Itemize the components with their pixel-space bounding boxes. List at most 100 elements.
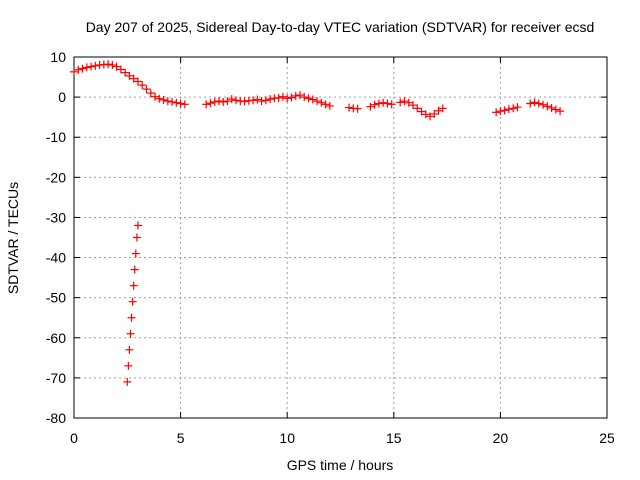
data-point — [274, 93, 283, 102]
data-point — [539, 100, 548, 109]
data-point — [317, 98, 326, 107]
data-point — [155, 94, 164, 103]
data-point — [78, 64, 87, 73]
data-point — [438, 104, 447, 113]
data-point — [124, 361, 133, 370]
data-point — [261, 96, 270, 105]
data-point — [142, 85, 151, 94]
data-point — [345, 103, 354, 112]
data-point — [421, 110, 430, 119]
x-axis-label: GPS time / hours — [287, 457, 394, 473]
data-point — [400, 97, 409, 106]
data-point — [70, 67, 78, 76]
data-point — [434, 106, 443, 115]
data-point — [138, 81, 147, 90]
data-point — [504, 105, 513, 114]
data-point — [325, 101, 334, 110]
data-point — [172, 98, 181, 107]
data-point — [383, 99, 392, 108]
data-point — [129, 74, 138, 83]
x-tick-label: 25 — [599, 430, 615, 446]
x-tick-label: 5 — [177, 430, 185, 446]
data-point — [104, 60, 113, 69]
data-point — [370, 100, 379, 109]
data-point — [125, 345, 134, 354]
data-point — [82, 63, 91, 72]
data-point — [526, 99, 535, 108]
data-point — [295, 91, 304, 100]
data-point — [206, 99, 215, 108]
data-point — [492, 108, 501, 117]
x-tick-label: 10 — [279, 430, 295, 446]
data-point — [353, 104, 362, 113]
data-point — [253, 95, 262, 104]
y-tick-label: 0 — [58, 89, 66, 105]
data-point — [108, 61, 117, 70]
data-point — [513, 103, 522, 112]
data-point — [404, 98, 413, 107]
data-point — [387, 100, 396, 109]
data-point — [131, 249, 140, 258]
data-point — [547, 103, 556, 112]
data-point — [278, 92, 287, 101]
data-point — [426, 112, 435, 121]
data-point — [283, 94, 292, 103]
data-point — [396, 98, 405, 107]
data-point — [500, 106, 509, 115]
data-point — [379, 98, 388, 107]
data-point — [121, 68, 130, 77]
data-point — [87, 62, 96, 71]
data-point — [257, 97, 266, 106]
data-point — [304, 94, 313, 103]
data-point — [551, 105, 560, 114]
data-points — [70, 60, 565, 386]
data-point — [509, 104, 518, 113]
data-point — [130, 265, 139, 274]
data-point — [128, 297, 137, 306]
data-point — [219, 97, 228, 106]
data-point — [133, 221, 142, 230]
data-point — [168, 97, 177, 106]
data-point — [366, 102, 375, 111]
chart-title: Day 207 of 2025, Sidereal Day-to-day VTE… — [86, 19, 595, 35]
y-tick-label: -60 — [46, 330, 66, 346]
data-point — [430, 109, 439, 118]
y-tick-label: -80 — [46, 410, 66, 426]
data-point — [240, 97, 249, 106]
y-tick-label: -10 — [46, 129, 66, 145]
data-point — [249, 96, 258, 105]
data-point — [530, 98, 539, 107]
data-point — [116, 65, 125, 74]
y-axis-label: SDTVAR / TECUs — [5, 182, 21, 294]
data-point — [556, 107, 565, 116]
data-point — [146, 89, 155, 98]
data-point — [112, 62, 121, 71]
data-point — [210, 97, 219, 106]
data-point — [227, 95, 236, 104]
data-point — [313, 97, 322, 106]
data-point — [374, 99, 383, 108]
y-tick-label: -20 — [46, 169, 66, 185]
data-point — [232, 96, 241, 105]
data-point — [133, 77, 142, 86]
data-point — [126, 329, 135, 338]
data-point — [91, 61, 100, 70]
grid-lines — [74, 57, 607, 418]
data-point — [163, 97, 172, 106]
data-point — [125, 71, 134, 80]
axis-ticks: 0 5 10 15 20 25 10 0 -10 -20 -30 -40 -50 -60 -70 -80 — [46, 49, 615, 446]
y-tick-label: -30 — [46, 209, 66, 225]
data-point — [129, 281, 138, 290]
data-point — [132, 233, 141, 242]
data-point — [543, 102, 552, 111]
data-point — [74, 65, 83, 74]
data-point — [176, 99, 185, 108]
data-point — [180, 100, 189, 109]
y-tick-label: -40 — [46, 250, 66, 266]
data-point — [123, 377, 132, 386]
data-point — [496, 107, 505, 116]
data-point — [159, 95, 168, 104]
x-tick-label: 0 — [70, 430, 78, 446]
x-tick-label: 15 — [386, 430, 402, 446]
